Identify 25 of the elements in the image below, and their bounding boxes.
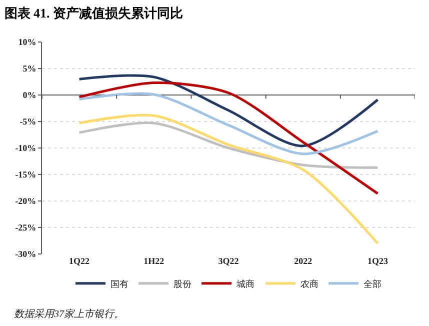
line-series xyxy=(78,92,379,156)
y-tick-label: 0% xyxy=(22,90,36,100)
y-tick-label: -20% xyxy=(15,196,36,206)
text: 数据采用37家上市银行。 xyxy=(14,308,124,320)
legend-label: 国有 xyxy=(110,278,128,289)
y-tick-label: -5% xyxy=(20,116,36,127)
y-tick-label: -25% xyxy=(15,222,36,233)
chart-title: 图表 41. 资产减值损失累计同比 xyxy=(4,5,184,20)
x-tick-label: 1Q23 xyxy=(367,256,388,266)
legend-label: 股份 xyxy=(174,278,192,289)
y-tick-label: -15% xyxy=(15,170,36,180)
legend-label: 农商 xyxy=(300,278,318,289)
line-series xyxy=(78,82,379,195)
y-tick-label: 5% xyxy=(22,64,36,74)
x-tick-label: 2022 xyxy=(294,256,313,266)
legend-label: 全部 xyxy=(364,278,382,289)
legend-label: 城商 xyxy=(236,278,254,289)
x-tick-label: 1Q22 xyxy=(69,256,90,266)
y-tick-label: -30% xyxy=(15,249,36,260)
y-tick-label: -10% xyxy=(15,143,36,154)
line-series xyxy=(78,122,379,169)
y-tick-label: 10% xyxy=(18,37,36,48)
line-series xyxy=(78,114,379,245)
x-tick-label: 1H22 xyxy=(144,256,165,266)
x-tick-label: 3Q22 xyxy=(218,256,240,266)
